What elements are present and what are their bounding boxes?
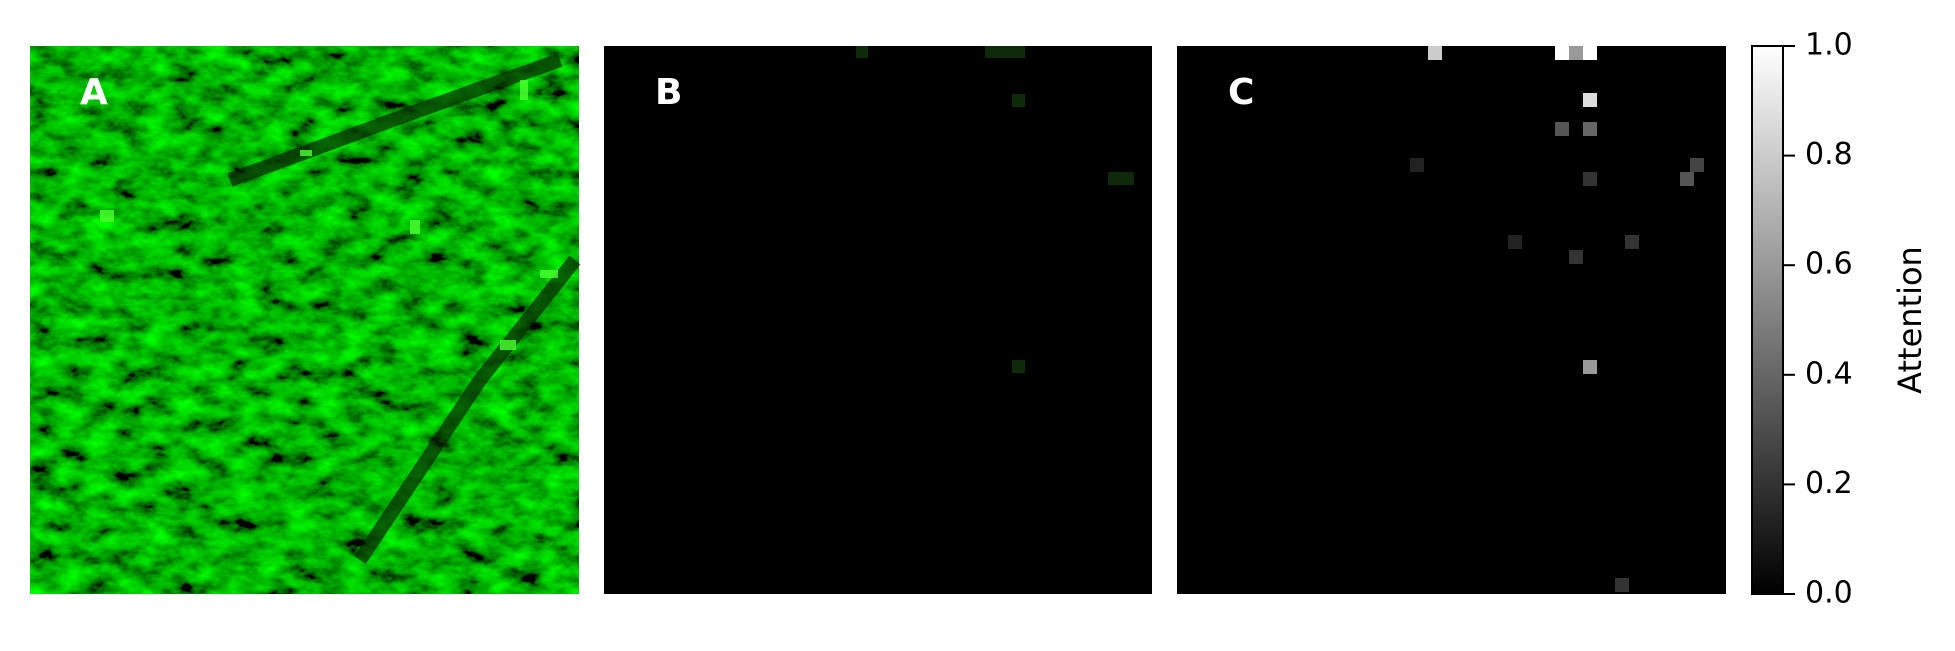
bright-spots: [100, 80, 558, 350]
panel-b: B: [604, 46, 1152, 594]
tick-label: 0.6: [1805, 247, 1853, 282]
image-bg: [1177, 46, 1726, 594]
panel-label: B: [655, 72, 682, 113]
attention-cells: [1410, 46, 1704, 592]
panel-a: A: [30, 46, 581, 594]
tick-label: 1.0: [1805, 28, 1853, 63]
colorbar-gradient: [1751, 45, 1784, 595]
panel-c: C: [1177, 46, 1726, 594]
tick-label: 0.8: [1805, 137, 1853, 172]
tick-label: 0.4: [1805, 356, 1853, 391]
image-bg: [604, 46, 1152, 594]
colorbar-label: Attention: [1891, 246, 1929, 394]
colorbar: [1751, 45, 1784, 595]
tissue-image: [30, 46, 579, 594]
faint-cells: [856, 46, 1134, 373]
tick-label: 0.2: [1805, 466, 1853, 501]
panel-label: C: [1228, 72, 1254, 113]
tissue-fold: [227, 53, 581, 564]
tick-label: 0.0: [1805, 576, 1853, 611]
panel-label: A: [80, 72, 108, 113]
